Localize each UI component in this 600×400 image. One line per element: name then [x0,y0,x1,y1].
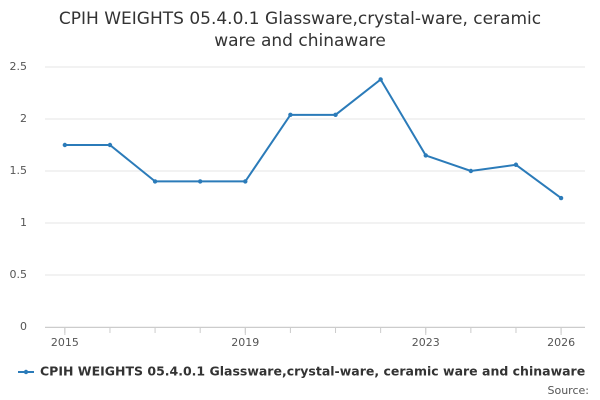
x-tick-label: 2019 [231,336,259,349]
x-tick-label: 2023 [412,336,440,349]
series-line [64,77,562,199]
legend-marker [23,369,29,375]
x-tick-label: 2026 [547,336,575,349]
data-point [62,142,68,148]
data-point [107,142,113,148]
source: Source: [548,384,590,397]
data-point [378,77,383,82]
data-point [197,179,203,184]
legend-label: CPIH WEIGHTS 05.4.0.1 Glassware,crystal-… [40,364,585,379]
y-tick-label: 2.5 [10,60,28,73]
data-point [243,179,248,184]
data-point [288,112,293,118]
y-tick-label: 1.5 [10,164,28,177]
data-point [468,168,474,174]
data-point [152,179,158,184]
y-tick-label: 0.5 [10,268,28,281]
data-point [513,162,519,167]
data-point [558,195,564,201]
data-point [333,112,338,118]
chart-title: CPIH WEIGHTS 05.4.0.1 Glassware,crystal-… [58,9,542,51]
x-tick-label: 2015 [51,336,79,349]
y-tick-label: 0 [20,320,27,333]
data-point [423,153,428,158]
y-tick-label: 1 [20,216,27,229]
y-tick-label: 2 [20,112,27,125]
